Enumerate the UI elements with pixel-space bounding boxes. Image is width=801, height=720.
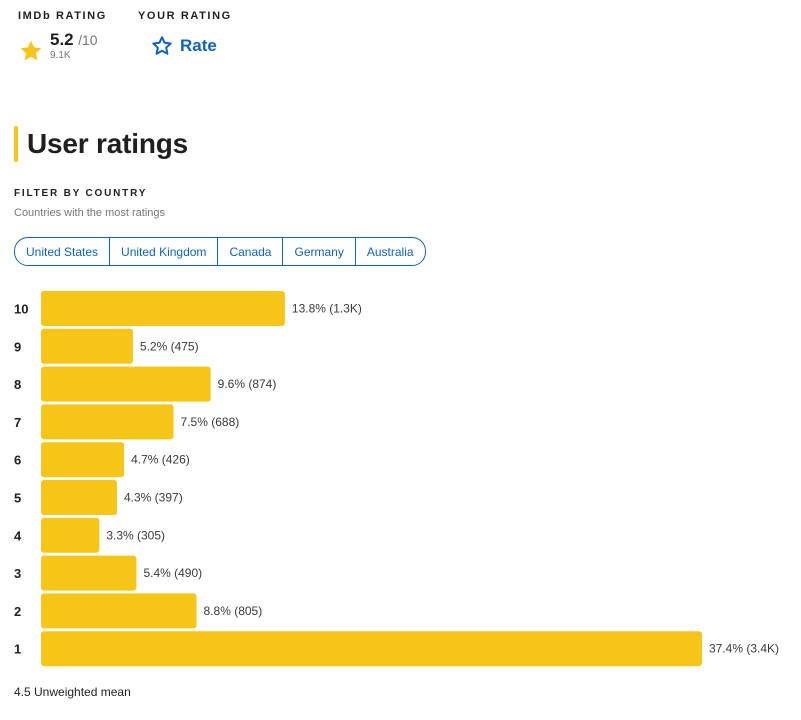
imdb-rating-count: 9.1K bbox=[50, 50, 71, 61]
bar-category-label: 3 bbox=[14, 566, 21, 581]
rating-bar-3[interactable] bbox=[41, 555, 137, 591]
chip-united-kingdom[interactable]: United Kingdom bbox=[110, 238, 219, 265]
imdb-rating-label: IMDb RATING bbox=[18, 10, 107, 22]
chip-germany[interactable]: Germany bbox=[283, 238, 356, 265]
bar-value-label: 5.4% (490) bbox=[143, 566, 202, 580]
bar-category-label: 8 bbox=[14, 377, 21, 392]
rate-button[interactable]: Rate bbox=[150, 34, 232, 58]
bar-value-label: 3.3% (305) bbox=[106, 528, 165, 542]
page-title: User ratings bbox=[27, 128, 188, 159]
rating-bar-7[interactable] bbox=[41, 404, 174, 440]
chip-united-states[interactable]: United States bbox=[15, 238, 111, 265]
rating-bar-5[interactable] bbox=[41, 480, 117, 515]
country-filter-chips: United States United Kingdom Canada Germ… bbox=[14, 237, 426, 266]
bar-category-label: 10 bbox=[14, 302, 28, 317]
section-heading: User ratings bbox=[14, 126, 188, 162]
bar-value-label: 9.6% (874) bbox=[218, 377, 277, 391]
your-rating-block: YOUR RATING Rate bbox=[138, 10, 232, 58]
chip-canada[interactable]: Canada bbox=[218, 238, 284, 265]
bar-value-label: 4.3% (397) bbox=[124, 491, 183, 505]
imdb-score-text: 5.2 /10 9.1K bbox=[50, 30, 98, 62]
bar-value-label: 7.5% (688) bbox=[181, 415, 240, 429]
rating-bar-9[interactable] bbox=[41, 328, 133, 364]
bar-category-label: 9 bbox=[14, 339, 21, 354]
bar-value-label: 13.8% (1.3K) bbox=[292, 302, 362, 316]
heading-accent-bar bbox=[14, 126, 18, 162]
bar-category-label: 6 bbox=[14, 453, 21, 468]
bar-category-label: 7 bbox=[14, 415, 21, 430]
rating-bar-10[interactable] bbox=[41, 291, 285, 326]
rating-bar-6[interactable] bbox=[41, 442, 125, 478]
filter-subtitle: Countries with the most ratings bbox=[14, 207, 166, 219]
bar-category-label: 5 bbox=[14, 491, 21, 506]
rating-bar-4[interactable] bbox=[41, 517, 100, 553]
rating-bar-8[interactable] bbox=[41, 366, 211, 402]
imdb-score: 5.2 bbox=[50, 30, 74, 49]
star-outline-icon bbox=[152, 36, 172, 55]
star-filled-icon bbox=[20, 40, 42, 61]
rating-bar-1[interactable] bbox=[41, 631, 702, 667]
imdb-score-denominator: /10 bbox=[78, 32, 98, 48]
bar-value-label: 4.7% (426) bbox=[131, 453, 190, 467]
bar-category-label: 1 bbox=[14, 642, 21, 657]
filter-title: FILTER BY COUNTRY bbox=[14, 188, 148, 199]
imdb-score-row: 5.2 /10 9.1K bbox=[18, 31, 107, 64]
bar-value-label: 37.4% (3.4K) bbox=[709, 642, 779, 656]
bar-category-label: 2 bbox=[14, 604, 21, 619]
bar-value-label: 5.2% (475) bbox=[140, 339, 199, 353]
chip-australia[interactable]: Australia bbox=[366, 244, 414, 259]
bar-value-label: 8.8% (805) bbox=[204, 604, 263, 618]
imdb-rating-block: IMDb RATING 5.2 /10 9.1K bbox=[18, 10, 107, 64]
rate-button-label: Rate bbox=[180, 36, 217, 55]
unweighted-mean: 4.5 Unweighted mean bbox=[14, 685, 131, 699]
bar-category-label: 4 bbox=[14, 528, 22, 543]
your-rating-label: YOUR RATING bbox=[138, 10, 232, 22]
rating-bar-2[interactable] bbox=[41, 593, 197, 629]
